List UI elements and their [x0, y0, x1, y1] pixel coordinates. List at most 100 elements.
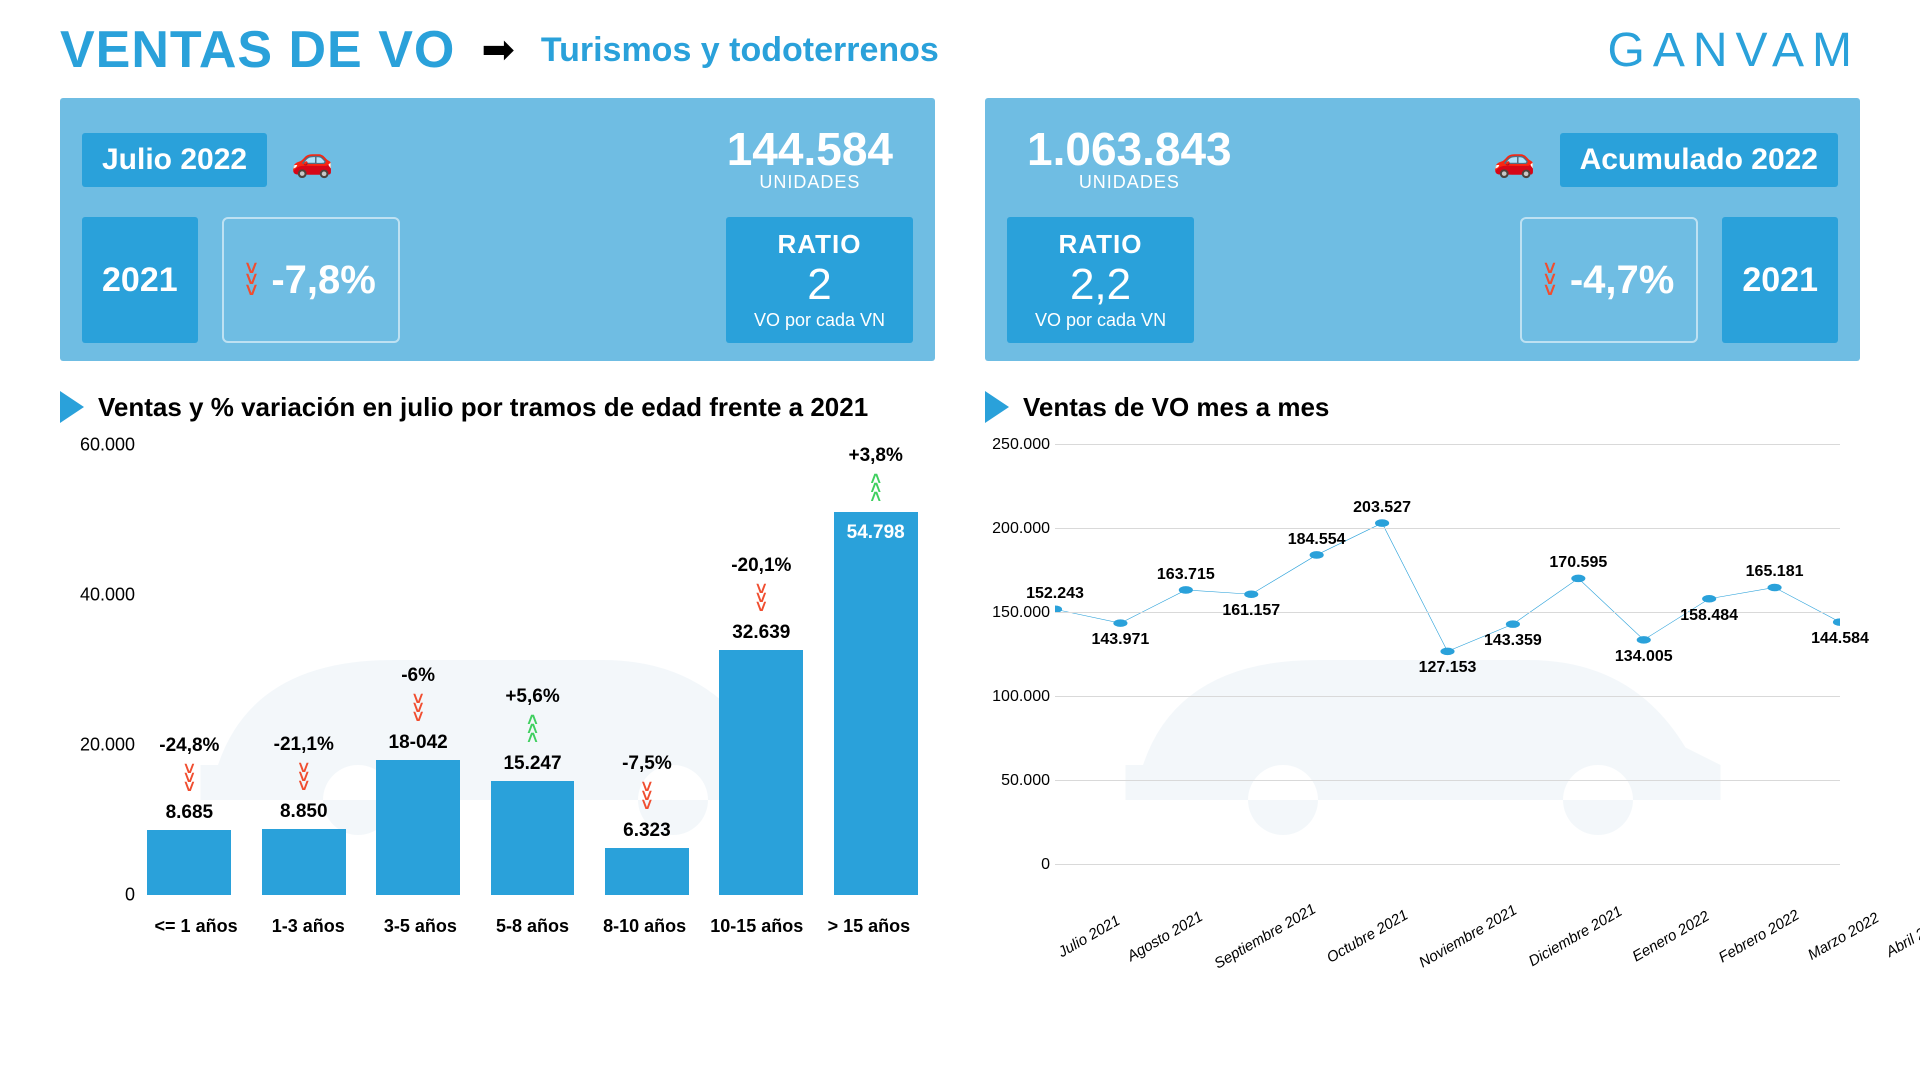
point-label: 161.157: [1222, 602, 1280, 620]
card-ytd: 1.063.843 UNIDADES 🚗 Acumulado 2022 RATI…: [985, 98, 1860, 361]
bar-variation: -20,1%: [731, 555, 791, 577]
x-label: Eenero 2022: [1629, 908, 1712, 966]
x-label: 5-8 años: [476, 916, 588, 937]
point-label: 127.153: [1419, 659, 1477, 677]
line-point: [1179, 586, 1193, 594]
bar-col: -21,1% ˅˅˅ 8.850: [254, 445, 353, 895]
ytd-ratio-sub: VO por cada VN: [1035, 310, 1166, 331]
ytd-units-label: UNIDADES: [1079, 172, 1180, 193]
month-ratio: RATIO 2 VO por cada VN: [726, 217, 913, 343]
bar-col: -7,5% ˅˅˅ 6.323: [598, 445, 697, 895]
line-point: [1702, 595, 1716, 603]
month-compare-year: 2021: [82, 217, 198, 343]
up-chevron-icon: ˄˄˄: [870, 475, 881, 502]
x-label: 8-10 años: [589, 916, 701, 937]
point-label: 203.527: [1353, 499, 1411, 517]
bar-col: -6% ˅˅˅ 18-042: [369, 445, 468, 895]
bar: [262, 829, 346, 895]
bar: [605, 848, 689, 895]
bar-variation: -7,5%: [622, 753, 672, 775]
bar-variation: -24,8%: [159, 735, 219, 757]
bar: 54.798: [834, 512, 918, 895]
bar-chart-section: Ventas y % variación en julio por tramos…: [60, 391, 935, 955]
bar-variation: +3,8%: [848, 445, 902, 467]
x-label: 1-3 años: [252, 916, 364, 937]
bar: [491, 781, 575, 895]
bar-value-label: 18-042: [389, 732, 448, 754]
card-month: Julio 2022 🚗 144.584 UNIDADES 2021 ˅˅˅ -…: [60, 98, 935, 361]
x-label: Marzo 2022: [1805, 909, 1882, 963]
x-label: Febrero 2022: [1716, 907, 1802, 967]
x-label: <= 1 años: [140, 916, 252, 937]
down-chevron-icon: ˅˅˅: [1544, 264, 1556, 297]
line-point: [1833, 618, 1840, 626]
bar-col: -24,8%˅˅˅8.685: [140, 445, 239, 895]
point-label: 134.005: [1615, 648, 1673, 666]
bar-value-label: 8.850: [280, 801, 328, 823]
ytd-change-box: ˅˅˅ -4,7%: [1520, 217, 1698, 343]
bar: [719, 650, 803, 895]
line-point: [1113, 619, 1127, 627]
line-chart: 050.000100.000150.000200.000250.000152.2…: [985, 435, 1860, 955]
ytd-change-pct: -4,7%: [1570, 258, 1675, 303]
down-chevron-icon: ˅˅˅: [642, 783, 653, 810]
line-point: [1244, 590, 1258, 598]
triangle-icon: [985, 391, 1009, 423]
ytd-compare-year: 2021: [1722, 217, 1838, 343]
grid-line: [1055, 864, 1840, 865]
x-label: Abril 2022: [1883, 912, 1920, 960]
x-label: Noviembre 2021: [1416, 902, 1520, 972]
bar: [147, 830, 231, 895]
line-point: [1310, 551, 1324, 559]
summary-cards: Julio 2022 🚗 144.584 UNIDADES 2021 ˅˅˅ -…: [60, 98, 1860, 361]
grid-line: [1055, 696, 1840, 697]
bar-col: +5,6%˄˄˄15.247: [483, 445, 582, 895]
line-chart-title: Ventas de VO mes a mes: [1023, 392, 1329, 423]
x-label: Agosto 2021: [1125, 908, 1206, 965]
up-chevron-icon: ˄˄˄: [527, 716, 538, 743]
x-label: Septiembre 2021: [1211, 901, 1318, 973]
line-point: [1637, 636, 1651, 644]
header: VENTAS DE VO ➡ Turismos y todoterrenos G…: [60, 20, 1860, 80]
grid-line: [1055, 444, 1840, 445]
month-ratio-sub: VO por cada VN: [754, 310, 885, 331]
month-change-pct: -7,8%: [271, 258, 376, 303]
x-label: Diciembre 2021: [1526, 903, 1625, 970]
y-tick: 200.000: [990, 520, 1050, 538]
y-tick: 150.000: [990, 604, 1050, 622]
bar-value-label: 15.247: [503, 753, 561, 775]
grid-line: [1055, 780, 1840, 781]
y-tick: 0: [65, 885, 135, 906]
bar-variation: -21,1%: [274, 734, 334, 756]
y-tick: 0: [990, 856, 1050, 874]
line-chart-section: Ventas de VO mes a mes 0 50.000 100.000 150…: [985, 391, 1860, 955]
point-label: 144.584: [1811, 630, 1869, 648]
charts-row: Ventas y % variación en julio por tramos…: [60, 391, 1860, 955]
ytd-ratio: RATIO 2,2 VO por cada VN: [1007, 217, 1194, 343]
x-label: Octubre 2021: [1324, 906, 1411, 966]
month-change-box: ˅˅˅ -7,8%: [222, 217, 400, 343]
down-chevron-icon: ˅˅˅: [298, 764, 309, 791]
y-tick: 20.000: [65, 735, 135, 756]
down-chevron-icon: ˅˅˅: [246, 264, 258, 297]
down-chevron-icon: ˅˅˅: [413, 695, 424, 722]
y-tick: 40.000: [65, 585, 135, 606]
bar-col: -20,1%˅˅˅32.639: [712, 445, 811, 895]
x-label: > 15 años: [813, 916, 925, 937]
bar-value-label: 6.323: [623, 820, 671, 842]
month-period-label: Julio 2022: [102, 143, 247, 177]
ytd-units: 1.063.843 UNIDADES: [1007, 116, 1252, 203]
y-tick: 100.000: [990, 688, 1050, 706]
month-units: 144.584 UNIDADES: [707, 116, 913, 203]
x-label: Julio 2021: [1055, 912, 1123, 961]
month-compare-year-label: 2021: [102, 261, 178, 300]
bar: [376, 760, 460, 895]
page-title: VENTAS DE VO: [60, 20, 455, 80]
point-label: 184.554: [1288, 531, 1346, 549]
arrow-right-icon: ➡: [481, 27, 515, 73]
y-tick: 50.000: [990, 772, 1050, 790]
y-tick: 60.000: [65, 435, 135, 456]
bar-value-label: 8.685: [166, 802, 214, 824]
bar-variation: -6%: [401, 665, 435, 687]
page-subtitle: Turismos y todoterrenos: [541, 31, 939, 70]
